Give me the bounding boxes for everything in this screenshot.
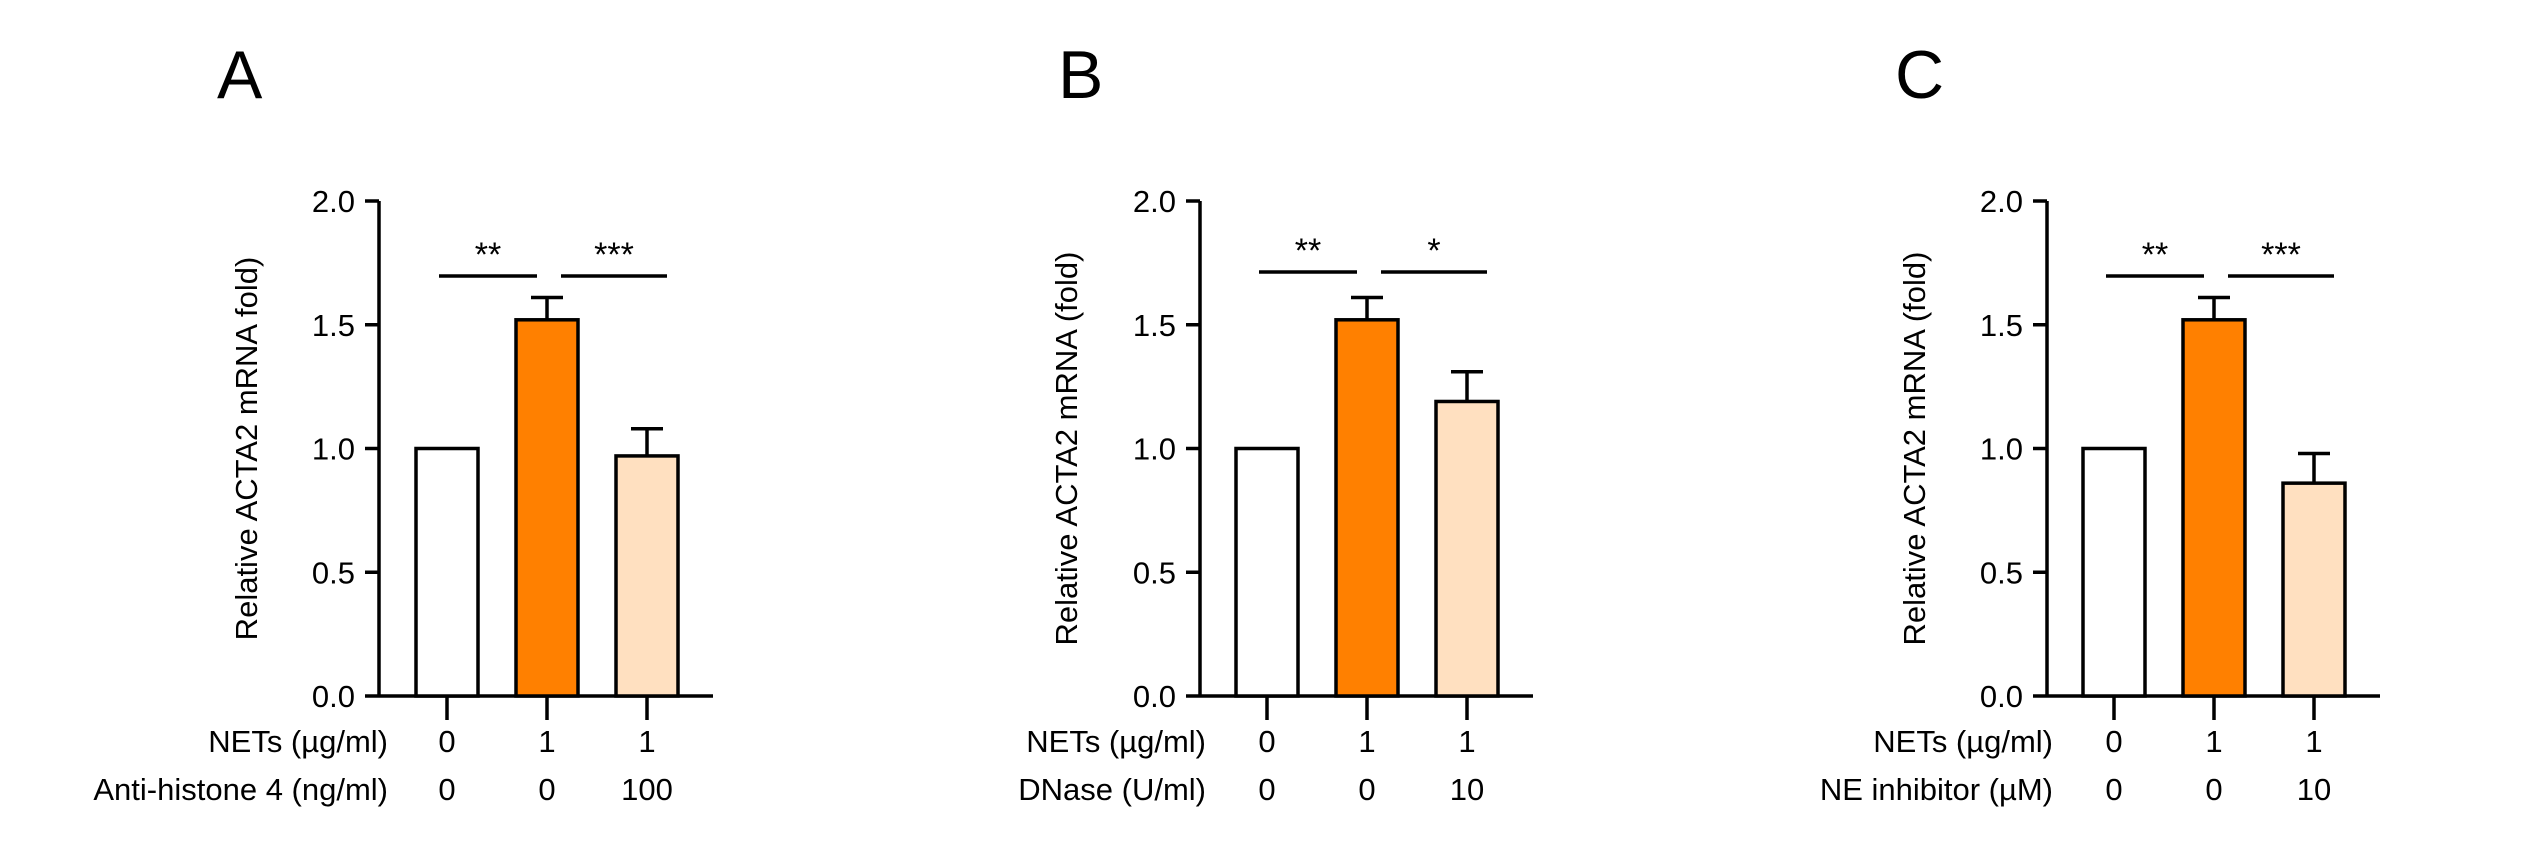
condition-row-label: DNase (U/ml): [1018, 772, 1206, 807]
y-axis-title: Relative ACTA2 mRNA (fold): [1049, 252, 1084, 646]
condition-value: 0: [2205, 772, 2222, 807]
condition-row-label: NE inhibitor (µM): [1820, 772, 2053, 807]
panel-label: B: [1058, 37, 1103, 113]
significance-label: **: [2142, 236, 2168, 274]
y-axis-title: Relative ACTA2 mRNA fold): [229, 257, 264, 641]
condition-row-label: NETs (µg/ml): [208, 724, 388, 759]
condition-value: 0: [1258, 724, 1275, 759]
y-tick-label: 0.5: [312, 555, 355, 590]
bar: [2181, 318, 2247, 698]
condition-value: 0: [1258, 772, 1275, 807]
y-tick-label: 1.5: [1133, 308, 1176, 343]
bar: [2281, 481, 2347, 698]
condition-value: 0: [2105, 772, 2122, 807]
panel-label: C: [1895, 37, 1944, 113]
condition-value: 1: [538, 724, 555, 759]
condition-row-label: NETs (µg/ml): [1873, 724, 2053, 759]
y-tick-label: 0.0: [312, 679, 355, 714]
y-tick-label: 0.5: [1133, 555, 1176, 590]
bar: [414, 446, 480, 698]
significance-label: *: [1427, 232, 1440, 270]
condition-value: 100: [621, 772, 673, 807]
panel-label: A: [217, 37, 263, 113]
y-tick-label: 1.0: [312, 432, 355, 467]
y-tick-label: 0.0: [1980, 679, 2023, 714]
condition-value: 1: [1358, 724, 1375, 759]
bar: [2081, 446, 2147, 698]
condition-value: 0: [538, 772, 555, 807]
significance-label: **: [1295, 232, 1321, 270]
bar: [1434, 399, 1500, 698]
significance-label: **: [475, 236, 501, 274]
y-tick-label: 1.5: [1980, 308, 2023, 343]
condition-row-label: Anti-histone 4 (ng/ml): [93, 772, 388, 807]
y-tick-label: 2.0: [1133, 184, 1176, 219]
condition-value: 10: [1450, 772, 1484, 807]
condition-value: 0: [438, 724, 455, 759]
y-tick-label: 0.5: [1980, 555, 2023, 590]
condition-value: 1: [638, 724, 655, 759]
y-tick-label: 0.0: [1133, 679, 1176, 714]
y-tick-label: 1.0: [1980, 432, 2023, 467]
bar: [614, 454, 680, 698]
condition-value: 0: [438, 772, 455, 807]
y-tick-label: 1.0: [1133, 432, 1176, 467]
significance-label: ***: [594, 236, 634, 274]
chart-panel-b: B 0.0 0.5 1.0 1.5 2.0 Relative ACTA2 mRNA (fol…: [1018, 37, 1533, 807]
bar: [1234, 446, 1300, 698]
y-tick-label: 2.0: [312, 184, 355, 219]
condition-value: 10: [2297, 772, 2331, 807]
significance-label: ***: [2261, 236, 2301, 274]
condition-row-label: NETs (µg/ml): [1026, 724, 1206, 759]
condition-value: 1: [1458, 724, 1475, 759]
condition-value: 1: [2205, 724, 2222, 759]
bar: [1334, 318, 1400, 698]
bar: [514, 318, 580, 698]
chart-panel-a: A 0.0 0.5 1.0 1.5 2.0 Relative ACTA2 mRNA fold…: [93, 37, 713, 807]
y-tick-label: 1.5: [312, 308, 355, 343]
y-axis-title: Relative ACTA2 mRNA (fold): [1897, 252, 1932, 646]
condition-value: 0: [2105, 724, 2122, 759]
condition-value: 1: [2305, 724, 2322, 759]
chart-panel-c: C 0.0 0.5 1.0 1.5 2.0 Relative ACTA2 mRNA (fol…: [1820, 37, 2380, 807]
y-tick-label: 2.0: [1980, 184, 2023, 219]
condition-value: 0: [1358, 772, 1375, 807]
